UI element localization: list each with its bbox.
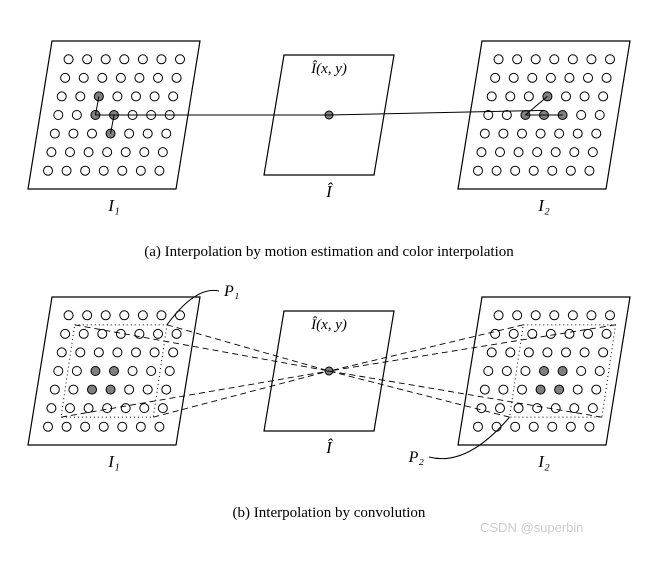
svg-text:P₂: P₂ (408, 449, 425, 466)
svg-text:Î(x, y): Î(x, y) (310, 316, 347, 333)
svg-text:I₁: I₁ (107, 452, 120, 471)
figure-container: Î(x, y) Î I₁ I₂ (a) Interpolation by motion… (20, 20, 638, 522)
panel-b-svg: Î(x, y) Î I₁ I₂ P₁ P₂ (19, 271, 639, 491)
caption-a: (a) Interpolation by motion estimation a… (144, 244, 514, 261)
svg-text:I₁: I₁ (107, 196, 120, 215)
watermark: CSDN @superbin (480, 520, 584, 535)
svg-text:P₁: P₁ (223, 283, 239, 300)
svg-text:Î: Î (325, 438, 333, 457)
panel-a-svg: Î(x, y) Î I₁ I₂ (19, 20, 639, 230)
svg-text:Î(x, y): Î(x, y) (310, 60, 347, 77)
svg-text:I₂: I₂ (537, 196, 550, 215)
caption-b: (b) Interpolation by convolution (233, 505, 426, 522)
svg-text:I₂: I₂ (537, 452, 550, 471)
svg-text:Î: Î (325, 182, 333, 201)
